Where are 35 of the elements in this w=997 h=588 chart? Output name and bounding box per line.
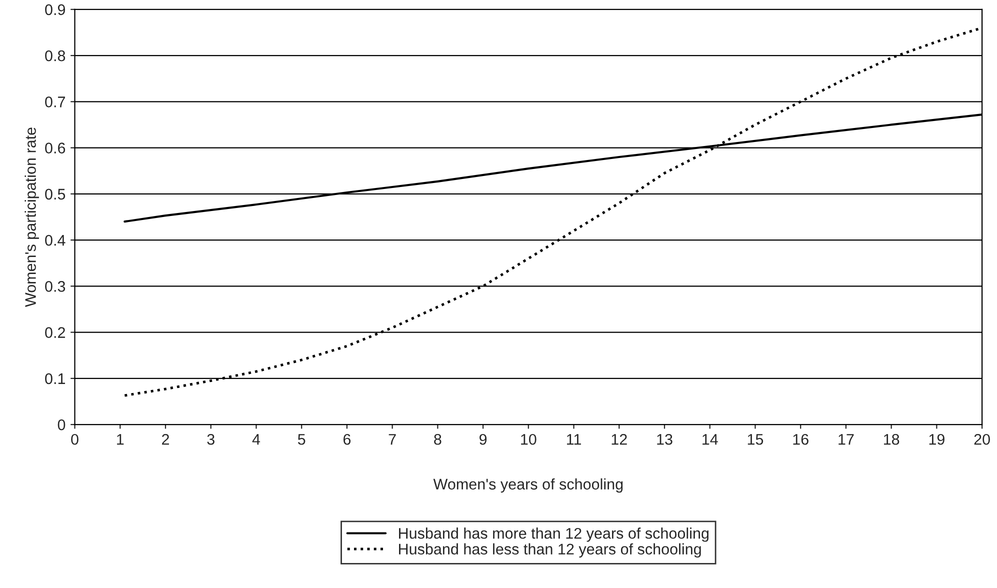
y-tick-label: 0.8 xyxy=(45,50,66,62)
y-tick-label: 0.5 xyxy=(45,188,66,200)
x-tick-label: 6 xyxy=(343,434,351,445)
x-tick-label: 1 xyxy=(117,434,124,445)
y-tick-label: 0.7 xyxy=(45,96,65,108)
x-tick-label: 13 xyxy=(657,434,672,445)
x-tick-label: 3 xyxy=(207,434,214,445)
x-tick-label: 0 xyxy=(71,434,78,445)
y-tick-label: 0.1 xyxy=(45,373,66,384)
y-axis-title: Women's participation rate xyxy=(24,128,39,307)
x-tick-label: 4 xyxy=(252,434,260,445)
y-tick-label: 0.6 xyxy=(45,142,66,154)
x-tick-label: 7 xyxy=(388,434,396,445)
x-tick-label: 20 xyxy=(974,434,990,445)
x-tick-label: 17 xyxy=(838,434,854,445)
y-tick-label: 0.9 xyxy=(45,4,66,16)
y-tick-label: 0.4 xyxy=(45,234,66,246)
x-tick-label: 8 xyxy=(434,434,442,445)
x-tick-label: 15 xyxy=(748,434,764,445)
x-tick-label: 19 xyxy=(929,434,944,445)
x-tick-label: 2 xyxy=(162,434,169,445)
x-tick-label: 10 xyxy=(521,434,536,445)
x-tick-label: 12 xyxy=(612,434,627,445)
y-tick-label: 0.3 xyxy=(45,281,66,292)
x-tick-label: 5 xyxy=(298,434,306,445)
y-tick-label: 0 xyxy=(58,419,66,430)
x-tick-label: 18 xyxy=(884,434,900,445)
x-axis-title: Women's years of schooling xyxy=(433,478,623,493)
x-tick-label: 11 xyxy=(567,434,581,445)
legend-label: Husband has more than 12 years of schooling xyxy=(399,528,708,542)
legend-label: Husband has less than 12 years of schooling xyxy=(399,543,701,558)
x-tick-label: 14 xyxy=(702,434,718,445)
x-tick-label: 16 xyxy=(793,434,808,445)
x-tick-label: 9 xyxy=(480,434,487,445)
y-tick-label: 0.2 xyxy=(45,327,65,338)
